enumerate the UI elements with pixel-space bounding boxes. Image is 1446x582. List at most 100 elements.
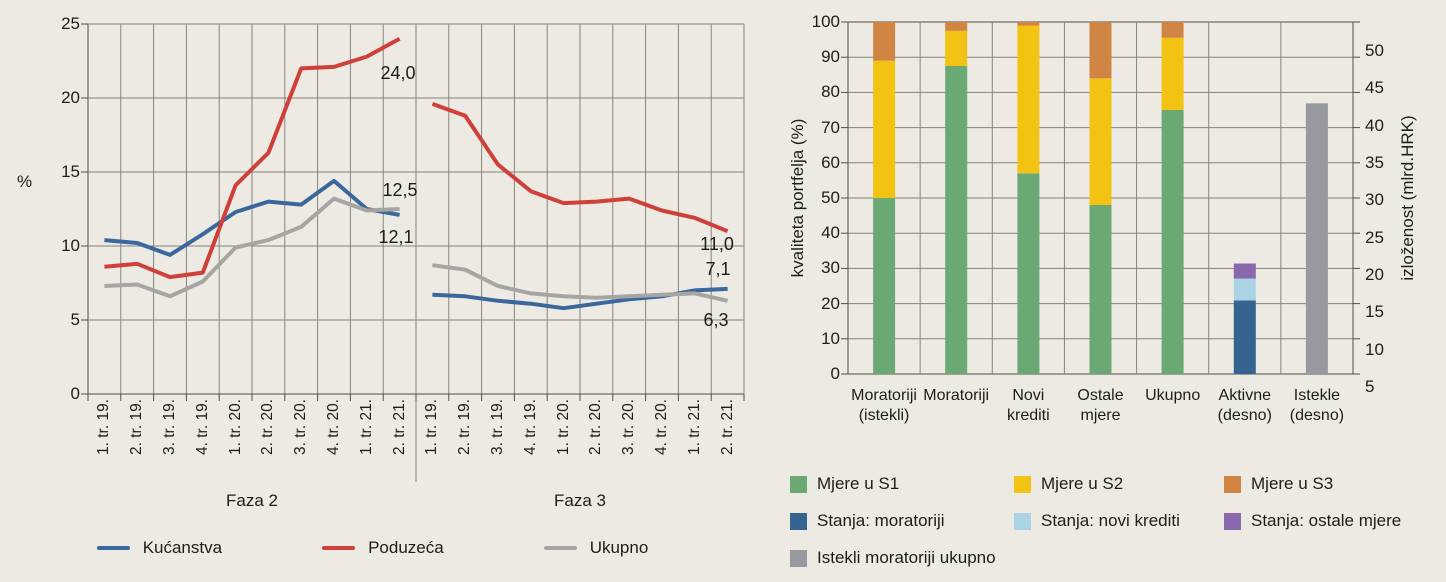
line-legend: Kućanstva Poduzeća Ukupno xyxy=(0,538,745,558)
bar-left-y-label: 90 xyxy=(821,47,840,67)
bar-left-y-label: 10 xyxy=(821,328,840,348)
bar-left-y-label: 70 xyxy=(821,117,840,137)
legend-label: Poduzeća xyxy=(368,538,444,557)
stanja-moratoriji-swatch xyxy=(790,512,807,530)
x-tick-label: 1. tr. 21. xyxy=(357,399,375,456)
kucanstva-line-swatch xyxy=(96,546,130,550)
x-tick-label: 2. tr. 21. xyxy=(390,399,408,456)
legend-item-s2: Mjere u S2 xyxy=(1014,474,1224,494)
y-tick-label: 0 xyxy=(70,384,80,403)
bar-right-y-label: 20 xyxy=(1365,265,1384,284)
legend-label: Mjere u S3 xyxy=(1251,474,1334,493)
legend-item-poduzeca: Poduzeća xyxy=(322,538,444,558)
bar-category-label: Istekle (desno) xyxy=(1289,387,1345,424)
bar-right-y-label: 15 xyxy=(1365,302,1384,322)
legend-label: Mjere u S2 xyxy=(1041,474,1124,493)
bar-right-y-label: 40 xyxy=(1365,115,1384,135)
data-label-7-1: 7,1 xyxy=(705,259,731,279)
data-label-12-1: 12,1 xyxy=(378,227,414,247)
legend-label: Stanja: moratoriji xyxy=(817,511,945,530)
data-label-11-0: 11,0 xyxy=(700,234,734,254)
bar-left-y-label: 0 xyxy=(830,364,840,383)
bar-plot-svg xyxy=(841,21,1360,375)
x-tick-label: 4. tr. 19. xyxy=(521,399,539,456)
legend-item-istekli-moratoriji: Istekli moratoriji ukupno xyxy=(790,548,1014,568)
bar-segment xyxy=(945,66,968,374)
x-tick-label: 3. tr. 20. xyxy=(292,399,310,456)
bar-left-y-label: 40 xyxy=(821,223,840,243)
bar-segment xyxy=(1233,263,1256,279)
bar-category-label: Ukupno xyxy=(1145,387,1201,404)
legend-label: Mjere u S1 xyxy=(817,474,900,493)
x-tick-label: 2. tr. 21. xyxy=(718,399,736,456)
x-tick-label: 3. tr. 20. xyxy=(620,399,638,456)
x-tick-label: 1. tr. 19. xyxy=(423,399,441,456)
bar-segment xyxy=(873,60,896,199)
s2-swatch xyxy=(1014,475,1031,493)
legend-item-stanja-ostale-mjere: Stanja: ostale mjere xyxy=(1224,511,1440,531)
legend-item-s1: Mjere u S1 xyxy=(790,474,1014,494)
bar-left-y-label: 20 xyxy=(821,293,840,313)
bar-segment xyxy=(1161,22,1184,38)
bar-segment xyxy=(1089,205,1112,374)
y-tick-label: 10 xyxy=(61,236,80,255)
bar-right-y-label: 35 xyxy=(1365,152,1384,172)
s3-swatch xyxy=(1224,475,1241,493)
legend-label: Stanja: novi krediti xyxy=(1041,511,1180,530)
bar-left-y-label: 60 xyxy=(821,152,840,172)
bar-segment xyxy=(1161,110,1184,374)
data-label-6-3: 6,3 xyxy=(703,310,729,330)
x-tick-label: 1. tr. 20. xyxy=(226,399,244,456)
data-label-12-5: 12,5 xyxy=(382,180,418,200)
bar-right-y-label: 10 xyxy=(1365,339,1384,359)
bar-right-y-label: 30 xyxy=(1365,190,1384,210)
line-kućanstva-faza2 xyxy=(104,178,400,257)
x-tick-label: 4. tr. 19. xyxy=(193,399,211,456)
y-axis-unit-label: % xyxy=(17,172,33,191)
y-tick-label: 15 xyxy=(61,162,80,181)
line-ukupno-faza2 xyxy=(104,196,400,299)
stanja-novi-krediti-swatch xyxy=(1014,512,1031,530)
bar-segment xyxy=(945,30,968,66)
bar-right-y-label: 45 xyxy=(1365,78,1384,98)
bar-right-y-label: 50 xyxy=(1365,40,1384,60)
bar-left-y-label: 30 xyxy=(821,258,840,278)
bar-right-y-label: 5 xyxy=(1365,377,1375,397)
bar-segment xyxy=(873,198,896,374)
bar-segment xyxy=(1017,173,1040,374)
bar-segment xyxy=(1089,22,1112,79)
legend-label: Ukupno xyxy=(589,538,649,557)
bar-segment xyxy=(1305,103,1328,375)
legend-label: Kućanstva xyxy=(142,538,223,557)
bar-segment xyxy=(873,22,896,61)
bar-segment xyxy=(1161,37,1184,110)
legend-item-ukupno: Ukupno xyxy=(543,538,649,558)
y-tick-label: 5 xyxy=(70,310,80,329)
bar-left-y-label: 50 xyxy=(821,188,840,207)
bar-category-label: Aktivne (desno) xyxy=(1217,387,1272,424)
legend-item-stanja-novi-krediti: Stanja: novi krediti xyxy=(1014,511,1224,531)
x-tick-label: 4. tr. 20. xyxy=(653,399,670,456)
bar-segment xyxy=(1017,25,1040,174)
x-tick-label: 1. tr. 21. xyxy=(685,399,703,456)
line-plot-area: 24,0 12,5 12,1 11,0 7,1 6,3 xyxy=(81,23,745,482)
x-tick-label: 3. tr. 19. xyxy=(161,399,178,456)
bar-category-label: Moratoriji (istekli) xyxy=(851,387,917,424)
ukupno-line-swatch xyxy=(543,546,577,550)
x-tick-label: 1. tr. 19. xyxy=(95,399,113,456)
x-group-label-faza3: Faza 3 xyxy=(554,491,606,510)
bar-right-y-label: 25 xyxy=(1365,227,1384,247)
bar-category-label: Novi krediti xyxy=(1007,387,1050,424)
x-tick-label: 3. tr. 19. xyxy=(489,399,506,456)
bar-segment xyxy=(1233,278,1256,301)
line-ukupno-faza3 xyxy=(432,263,729,303)
bar-segment xyxy=(1233,300,1256,374)
bar-segment xyxy=(1089,78,1112,205)
bar-left-y-label: 80 xyxy=(821,82,840,102)
x-group-label-faza2: Faza 2 xyxy=(226,491,278,510)
legend-item-kucanstva: Kućanstva xyxy=(96,538,223,558)
bar-plot-area xyxy=(841,21,1360,375)
bar-segment xyxy=(945,22,968,31)
x-tick-label: 2. tr. 20. xyxy=(587,399,605,456)
x-tick-label: 2. tr. 19. xyxy=(456,399,474,456)
